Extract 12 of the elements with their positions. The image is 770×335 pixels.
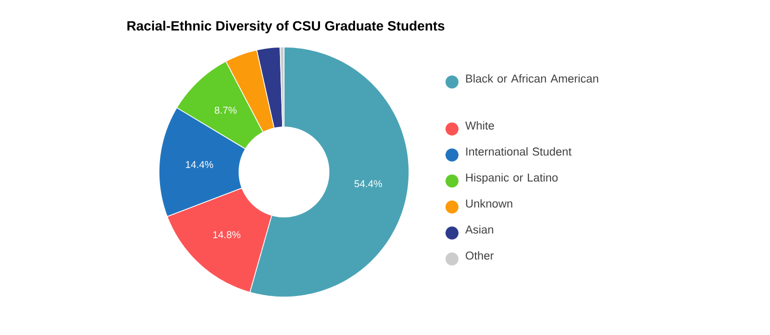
data-label: 14.8%	[213, 231, 240, 238]
legend-label: Hispanic or Latino	[466, 173, 558, 184]
legend-label: International Student	[466, 147, 572, 156]
legend-label: Black or African American	[466, 74, 598, 83]
legend-label: Asian	[465, 225, 494, 234]
legend-label: Unknown	[466, 199, 512, 208]
data-label: 14.4%	[186, 161, 214, 168]
data-label: 8.7%	[214, 106, 237, 114]
legend-label: White	[465, 121, 494, 130]
chart-title: Racial-Ethnic Diversity of CSU Graduate Students	[127, 20, 444, 34]
data-label: 54.4%	[354, 180, 382, 188]
legend-label: Other	[466, 251, 494, 260]
